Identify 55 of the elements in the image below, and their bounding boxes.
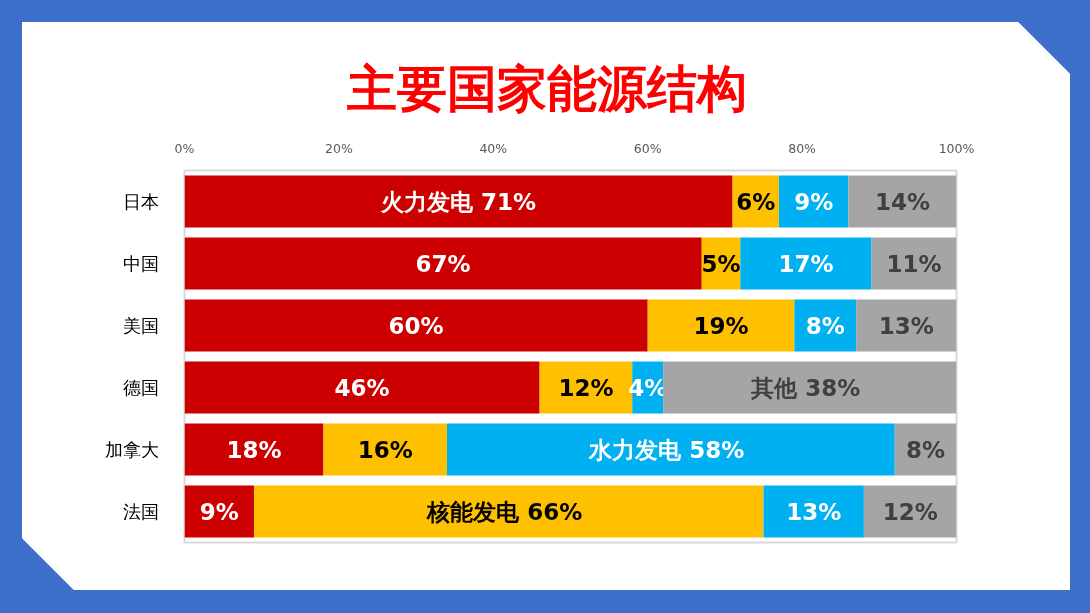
data-label: 9% (199, 498, 239, 525)
data-label: 5% (701, 250, 741, 277)
data-label: 6% (736, 188, 776, 215)
data-label: 19% (693, 312, 749, 339)
data-label: 18% (226, 436, 282, 463)
data-label: 13% (786, 498, 842, 525)
bar (848, 175, 957, 228)
bar (778, 175, 849, 228)
data-label: 核能发电 66% (426, 498, 583, 525)
data-label: 8% (906, 436, 946, 463)
x-tick-label: 20% (325, 140, 353, 156)
data-label: 其他 38% (750, 374, 861, 401)
bar (323, 423, 447, 476)
x-tick-label: 100% (938, 140, 975, 156)
bar (253, 485, 764, 538)
data-label: 11% (886, 250, 942, 277)
data-label: 13% (878, 312, 934, 339)
y-tick-label: 美国 (122, 315, 159, 336)
bar (740, 237, 872, 290)
data-label: 60% (388, 312, 444, 339)
data-label: 9% (794, 188, 834, 215)
bar (863, 485, 957, 538)
bar (184, 423, 324, 476)
data-label: 12% (882, 498, 938, 525)
data-label: 17% (778, 250, 834, 277)
y-tick-label: 中国 (122, 253, 159, 274)
bar (663, 361, 957, 414)
bar (794, 299, 857, 352)
bar (184, 299, 648, 352)
y-tick-label: 日本 (122, 191, 159, 212)
data-label: 46% (334, 374, 390, 401)
x-tick-label: 40% (479, 140, 508, 156)
bar (856, 299, 957, 352)
data-label: 14% (874, 188, 930, 215)
data-label: 火力发电 71% (380, 188, 537, 215)
chart-title: 主要国家能源结构 (345, 59, 747, 118)
x-tick-label: 60% (633, 140, 662, 156)
data-label: 67% (415, 250, 471, 277)
data-label: 8% (805, 312, 845, 339)
data-label: 12% (558, 374, 614, 401)
bar (446, 423, 895, 476)
data-label: 水力发电 58% (588, 436, 745, 463)
y-tick-label: 法国 (122, 501, 159, 522)
bar (647, 299, 795, 352)
bar (184, 175, 733, 228)
bar (763, 485, 864, 538)
bar (184, 237, 702, 290)
y-tick-label: 加拿大 (104, 439, 159, 460)
x-tick-label: 0% (174, 140, 195, 156)
x-tick-label: 80% (788, 140, 817, 156)
data-label: 16% (357, 436, 413, 463)
bar (184, 361, 540, 414)
y-tick-label: 德国 (122, 377, 159, 398)
bar (184, 485, 254, 538)
bar (871, 237, 957, 290)
